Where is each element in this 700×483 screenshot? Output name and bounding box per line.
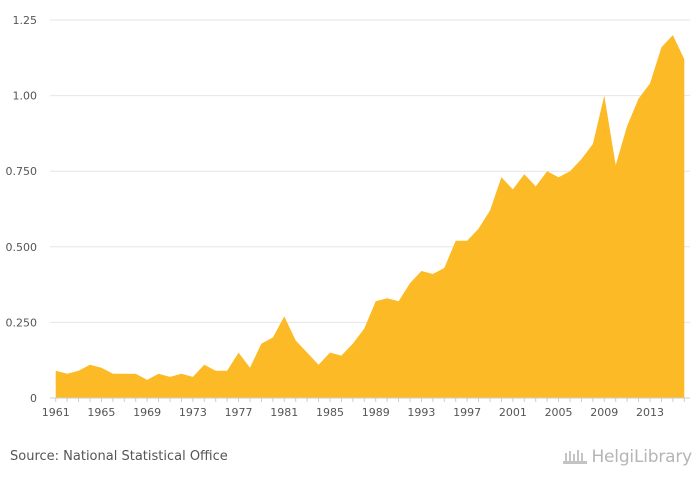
x-tick-label: 1969 xyxy=(133,406,161,419)
x-axis: 1961 1965 1969 1973 1977 1981 1985 1989 1993 1997… xyxy=(42,397,690,419)
x-tick-label: 2001 xyxy=(499,406,527,419)
y-tick-label: 0.750 xyxy=(6,165,38,178)
x-tick-label: 2013 xyxy=(636,406,664,419)
y-tick-label: 1.00 xyxy=(13,90,38,103)
y-axis: 0 0.250 0.500 0.750 1.00 1.25 xyxy=(6,14,38,405)
x-tick-label: 1989 xyxy=(362,406,390,419)
helgilibrary-logo: HelgiLibrary xyxy=(562,447,692,467)
x-tick-label: 1985 xyxy=(316,406,344,419)
y-tick-label: 1.25 xyxy=(13,14,38,27)
x-tick-label: 2009 xyxy=(590,406,618,419)
y-tick-label: 0.250 xyxy=(6,316,38,329)
y-tick-label: 0.500 xyxy=(6,241,38,254)
data-area xyxy=(55,35,685,399)
library-icon xyxy=(563,450,588,464)
x-tick-label: 1961 xyxy=(42,406,70,419)
x-tick-label: 2005 xyxy=(545,406,573,419)
x-tick-label: 1981 xyxy=(270,406,298,419)
source-note: Source: National Statistical Office xyxy=(10,449,228,464)
x-tick-label: 1993 xyxy=(407,406,435,419)
y-tick-label: 0 xyxy=(30,392,37,405)
x-tick-label: 1977 xyxy=(225,406,253,419)
x-tick-label: 1997 xyxy=(453,406,481,419)
area-chart: 1961 1965 1969 1973 1977 1981 1985 1989 1993 1997… xyxy=(6,14,690,419)
x-tick-label: 1965 xyxy=(87,406,115,419)
logo-text: HelgiLibrary xyxy=(591,447,692,467)
x-tick-label: 1973 xyxy=(179,406,207,419)
